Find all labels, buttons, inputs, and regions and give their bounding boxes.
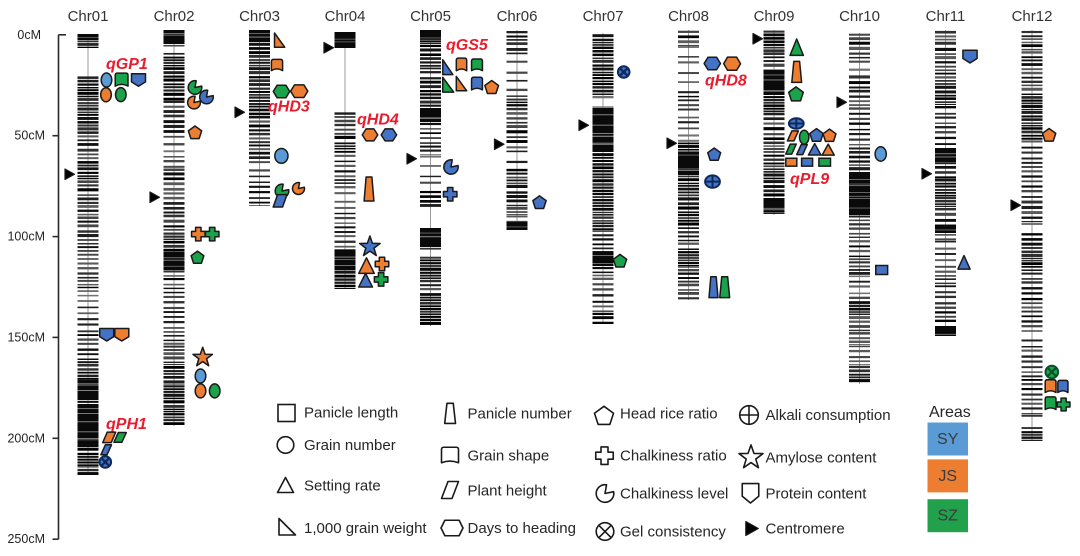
svg-text:Head rice ratio: Head rice ratio <box>620 406 718 423</box>
svg-text:qHD3: qHD3 <box>268 99 310 116</box>
svg-text:Chr08: Chr08 <box>668 8 709 25</box>
svg-text:Days to heading: Days to heading <box>468 520 576 537</box>
svg-text:qHD8: qHD8 <box>705 73 747 90</box>
svg-text:Chr10: Chr10 <box>839 8 880 25</box>
svg-text:qPL9: qPL9 <box>790 171 829 188</box>
svg-text:Chr12: Chr12 <box>1012 8 1053 25</box>
svg-text:150cM: 150cM <box>7 330 45 344</box>
svg-text:qPH1: qPH1 <box>106 416 147 433</box>
svg-text:Alkali consumption: Alkali consumption <box>766 407 891 424</box>
svg-text:0cM: 0cM <box>17 28 41 42</box>
svg-text:Protein content: Protein content <box>766 486 868 503</box>
svg-text:Chr05: Chr05 <box>410 8 451 25</box>
svg-text:1,000 grain weight: 1,000 grain weight <box>304 520 427 537</box>
svg-text:Chr09: Chr09 <box>754 8 795 25</box>
svg-text:Chr04: Chr04 <box>325 8 366 25</box>
svg-text:Amylose content: Amylose content <box>766 450 878 467</box>
svg-text:Chr02: Chr02 <box>154 8 195 25</box>
svg-text:Chr01: Chr01 <box>68 8 109 25</box>
svg-text:JS: JS <box>938 468 957 485</box>
svg-text:Areas: Areas <box>929 404 971 421</box>
svg-text:Chr11: Chr11 <box>926 8 966 25</box>
svg-text:qGS5: qGS5 <box>446 37 489 54</box>
svg-text:Setting rate: Setting rate <box>304 478 381 495</box>
svg-text:Chr03: Chr03 <box>239 8 280 25</box>
svg-text:SZ: SZ <box>937 508 958 525</box>
svg-text:Chr07: Chr07 <box>583 8 624 25</box>
svg-text:Panicle number: Panicle number <box>468 406 572 423</box>
svg-text:Chalkiness ratio: Chalkiness ratio <box>620 448 727 465</box>
svg-text:qGP1: qGP1 <box>106 56 148 73</box>
svg-text:SY: SY <box>937 431 959 448</box>
svg-text:Panicle length: Panicle length <box>304 405 398 422</box>
svg-text:200cM: 200cM <box>7 431 45 445</box>
svg-text:250cM: 250cM <box>7 532 45 546</box>
svg-text:Grain number: Grain number <box>304 437 396 454</box>
svg-text:Plant height: Plant height <box>468 483 548 500</box>
svg-text:Grain shape: Grain shape <box>468 448 550 465</box>
svg-text:qHD4: qHD4 <box>357 112 399 129</box>
svg-text:50cM: 50cM <box>14 129 45 143</box>
svg-text:Chr06: Chr06 <box>497 8 538 25</box>
svg-text:100cM: 100cM <box>7 230 45 244</box>
svg-text:Gel consistency: Gel consistency <box>620 524 726 541</box>
svg-text:Centromere: Centromere <box>766 521 845 538</box>
svg-text:Chalkiness level: Chalkiness level <box>620 486 728 503</box>
